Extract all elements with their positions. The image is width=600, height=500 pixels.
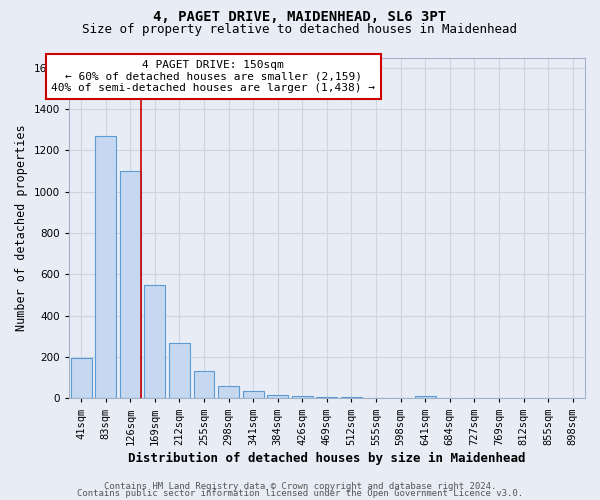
Bar [415, 396, 436, 398]
Text: 4 PAGET DRIVE: 150sqm
← 60% of detached houses are smaller (2,159)
40% of semi-d: 4 PAGET DRIVE: 150sqm ← 60% of detached … [52, 60, 376, 93]
Text: Size of property relative to detached houses in Maidenhead: Size of property relative to detached ho… [83, 22, 517, 36]
Y-axis label: Number of detached properties: Number of detached properties [15, 124, 28, 332]
Bar [169, 342, 190, 398]
Bar [145, 285, 166, 399]
Bar [292, 396, 313, 398]
Text: Contains public sector information licensed under the Open Government Licence v3: Contains public sector information licen… [77, 490, 523, 498]
Bar [120, 171, 141, 398]
Bar [218, 386, 239, 398]
X-axis label: Distribution of detached houses by size in Maidenhead: Distribution of detached houses by size … [128, 452, 526, 465]
Bar [243, 391, 263, 398]
Bar [316, 397, 337, 398]
Bar [95, 136, 116, 398]
Text: Contains HM Land Registry data © Crown copyright and database right 2024.: Contains HM Land Registry data © Crown c… [104, 482, 496, 491]
Text: 4, PAGET DRIVE, MAIDENHEAD, SL6 3PT: 4, PAGET DRIVE, MAIDENHEAD, SL6 3PT [154, 10, 446, 24]
Bar [194, 370, 214, 398]
Bar [268, 394, 288, 398]
Bar [71, 358, 92, 399]
